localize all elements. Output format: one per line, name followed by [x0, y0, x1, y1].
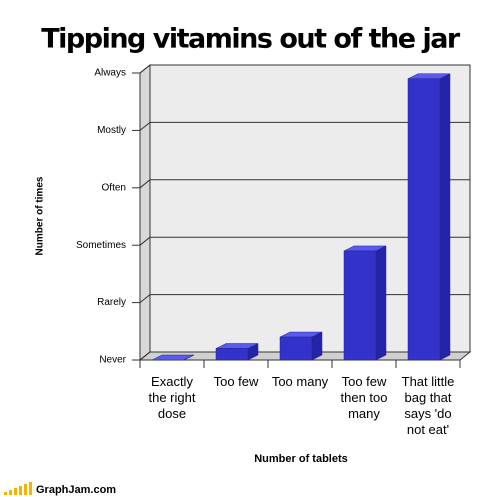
grid-line	[139, 294, 151, 303]
grid-line	[139, 351, 151, 361]
bar	[407, 78, 441, 361]
y-tick-label: Sometimes	[76, 240, 126, 251]
y-axis-label: Number of times	[35, 176, 46, 255]
side-wall	[139, 63, 151, 362]
source: GraphJam.com	[36, 484, 116, 496]
grid-line	[139, 179, 151, 189]
x-tick-label: Too few then too many	[340, 374, 388, 421]
y-tick-label: Often	[102, 182, 126, 193]
y-tick-label: Never	[99, 355, 126, 366]
bar-side	[439, 73, 451, 361]
bar-side	[375, 245, 387, 361]
chart-title: Tipping vitamins out of the jar	[41, 24, 461, 55]
grid-line	[139, 122, 151, 131]
y-tick-label: Mostly	[97, 125, 126, 136]
grid-line	[139, 236, 151, 246]
bar-side	[311, 331, 323, 361]
bar-side	[183, 354, 195, 361]
logo-icon	[4, 482, 32, 495]
bar	[215, 348, 249, 361]
y-tick-label: Always	[94, 68, 126, 79]
x-axis-label: Number of tablets	[254, 453, 348, 465]
x-tick-label: That little bag that says 'do not eat'	[401, 374, 455, 437]
x-tick-label: Exactly the right dose	[148, 374, 196, 421]
x-tick-label: Too few	[213, 374, 259, 389]
bar	[343, 250, 377, 361]
y-tick-label: Rarely	[97, 297, 126, 308]
x-tick-label: Too many	[271, 374, 329, 389]
grid-line	[139, 64, 151, 74]
bar	[279, 336, 313, 361]
